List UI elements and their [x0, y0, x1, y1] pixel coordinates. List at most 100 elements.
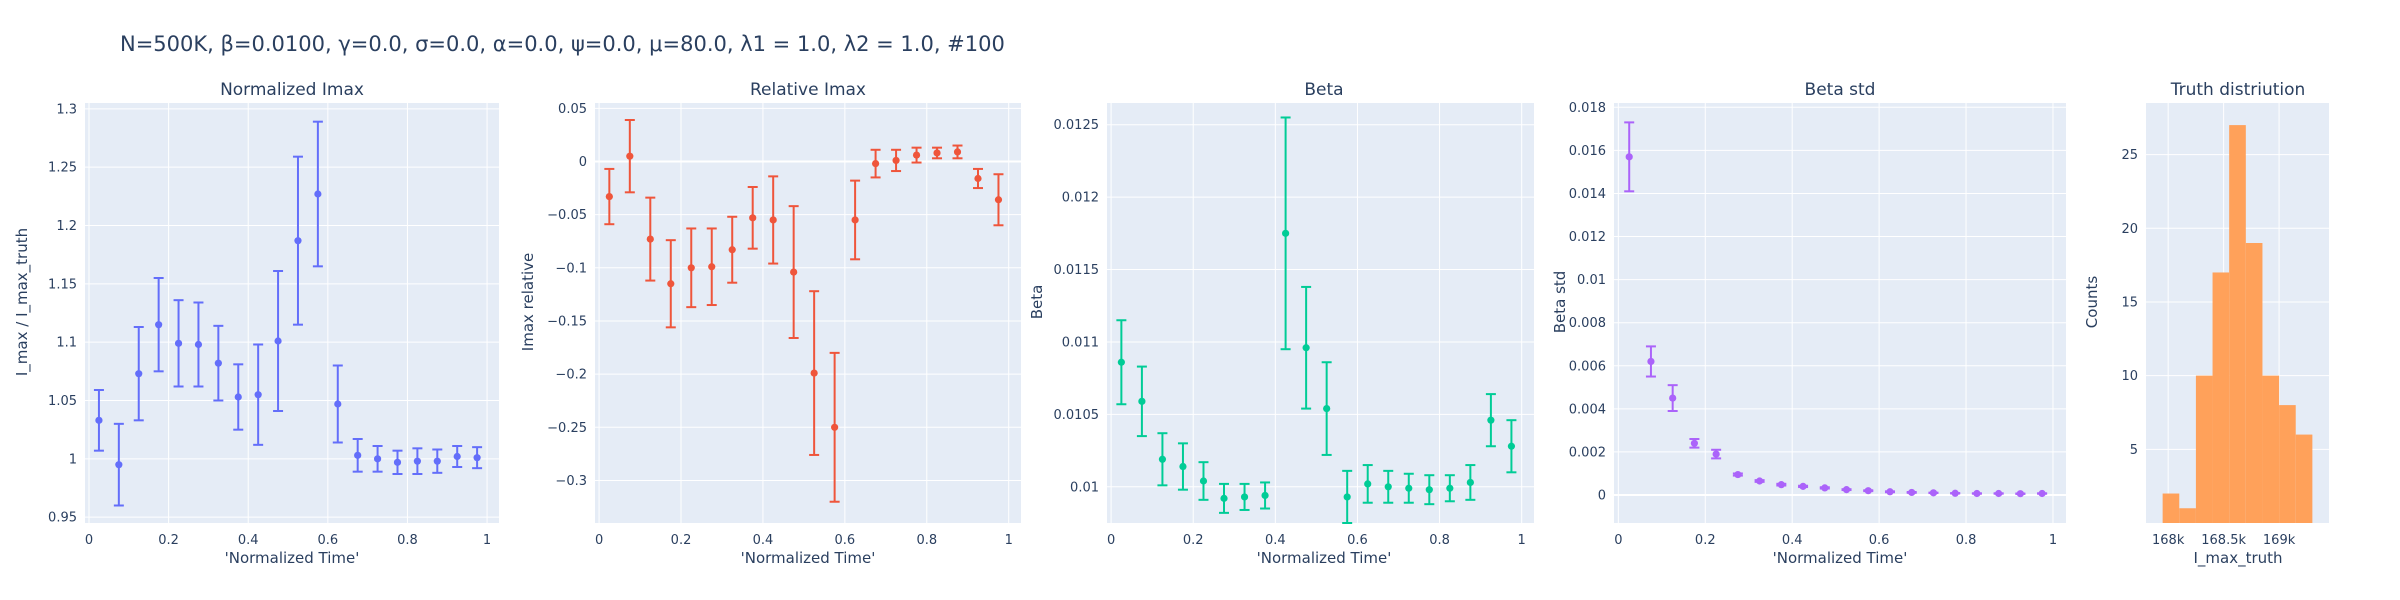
x-tick-label: 0 — [1614, 533, 1622, 548]
data-point — [1138, 397, 1146, 405]
data-point — [1951, 489, 1959, 497]
x-tick-label: 0.6 — [835, 533, 856, 548]
data-point — [831, 423, 839, 431]
data-point — [453, 452, 461, 461]
data-point — [174, 339, 183, 347]
x-tick-label: 1 — [2049, 533, 2057, 548]
data-point — [1712, 450, 1720, 458]
data-point — [433, 457, 441, 465]
data-point — [626, 152, 634, 160]
data-point — [769, 216, 777, 224]
data-point — [135, 370, 143, 378]
y-tick-label: 1.1 — [56, 336, 77, 351]
data-point — [274, 337, 282, 345]
data-point — [1995, 489, 2003, 498]
x-tick-label: 1 — [483, 533, 491, 548]
x-tick-label: 0.6 — [1869, 533, 1890, 548]
x-tick-label: 0 — [595, 533, 603, 548]
y-tick-label: 1.15 — [48, 277, 77, 292]
data-point — [1669, 394, 1677, 402]
y-tick-label: 0.05 — [558, 102, 587, 117]
y-tick-label: 0.006 — [1569, 359, 1606, 374]
data-point — [1384, 483, 1392, 491]
data-point — [994, 196, 1003, 204]
data-point — [1323, 404, 1331, 413]
histogram-bar — [2245, 243, 2263, 523]
data-point — [334, 400, 342, 408]
y-tick-label: 0.014 — [1569, 187, 1606, 202]
y-tick-label: 0.01 — [1577, 273, 1606, 288]
data-point — [1199, 477, 1208, 485]
x-tick-label: 0.2 — [1183, 533, 1204, 548]
data-point — [95, 416, 103, 424]
x-tick-label: 0.8 — [397, 533, 418, 548]
data-point — [1690, 439, 1699, 447]
data-point — [1466, 478, 1474, 487]
y-tick-label: 0.008 — [1569, 316, 1606, 331]
data-point — [194, 340, 203, 349]
data-point — [749, 214, 757, 222]
data-point — [974, 174, 982, 183]
plot-area-group: 0 0.2 0.4 0.6 0.8 1 0.95 1 1.05 1.1 1.15 1.2 1.25 1.3 — [48, 102, 499, 548]
data-point — [2038, 489, 2046, 498]
y-tick-label: 0.011 — [1062, 335, 1099, 350]
data-point — [1425, 486, 1433, 494]
panel-relative-imax: Relative Imax 'Normalized Time' Imax rel… — [519, 80, 875, 567]
y-tick-label: 1 — [69, 452, 77, 467]
data-point — [1446, 484, 1454, 492]
x-axis-label: 'Normalized Time' — [1773, 549, 1908, 567]
x-tick-label: 168.5k — [2201, 533, 2246, 548]
y-tick-label: 0.018 — [1569, 101, 1606, 116]
x-tick-label: 0.4 — [1265, 533, 1286, 548]
y-tick-label: 1.05 — [48, 394, 77, 409]
x-tick-label: 0.8 — [916, 533, 937, 548]
x-tick-label: 0.2 — [158, 533, 179, 548]
histogram-bar — [2195, 375, 2213, 523]
data-point — [1799, 482, 1807, 490]
data-point — [413, 457, 421, 465]
y-axis-label: Beta std — [1551, 271, 1569, 334]
data-point — [1240, 493, 1249, 501]
y-tick-label: 1.3 — [56, 102, 77, 117]
panel-truth-distribution: Truth distriution I_max_truth Counts — [2083, 80, 2305, 568]
x-tick-label: 0.2 — [671, 533, 692, 548]
x-tick-label: 0.4 — [238, 533, 259, 548]
x-tick-label: 0.8 — [1956, 533, 1977, 548]
data-point — [871, 160, 880, 168]
data-point — [1364, 480, 1372, 488]
data-point — [234, 393, 242, 401]
data-point — [1507, 442, 1516, 450]
data-point — [1405, 484, 1413, 492]
data-point — [314, 190, 322, 198]
data-point — [1908, 488, 1916, 497]
data-point — [810, 369, 818, 377]
x-tick-label: 0 — [85, 533, 93, 548]
data-point — [1625, 153, 1633, 161]
x-tick-label: 0.4 — [1782, 533, 1803, 548]
data-point — [354, 451, 362, 459]
data-point — [1158, 455, 1167, 463]
y-tick-label: −0.1 — [555, 261, 587, 276]
panel-beta-std: Beta std 'Normalized Time' Beta std — [1551, 80, 1907, 567]
plot-background — [595, 103, 1021, 523]
histogram-bar — [2295, 434, 2313, 523]
data-point — [373, 455, 382, 463]
y-tick-label: −0.15 — [547, 314, 587, 329]
panel-title: Relative Imax — [750, 80, 866, 100]
histogram-bar — [2229, 125, 2246, 524]
data-point — [667, 280, 675, 288]
y-tick-label: 10 — [2121, 369, 2138, 384]
data-point — [294, 237, 302, 245]
plot-background — [1107, 103, 1534, 523]
histogram-bar — [2179, 508, 2196, 523]
x-axis-label: I_max_truth — [2193, 549, 2282, 568]
x-tick-label: 0 — [1107, 533, 1115, 548]
data-point — [1220, 494, 1228, 502]
data-point — [1302, 344, 1310, 352]
plot-background — [1614, 103, 2066, 523]
y-tick-label: −0.2 — [555, 368, 587, 383]
plot-area-group: 168k 168.5k 169k 5 10 15 20 25 — [2121, 103, 2329, 548]
y-tick-label: 0 — [579, 155, 587, 170]
y-axis-label: Beta — [1028, 285, 1046, 320]
